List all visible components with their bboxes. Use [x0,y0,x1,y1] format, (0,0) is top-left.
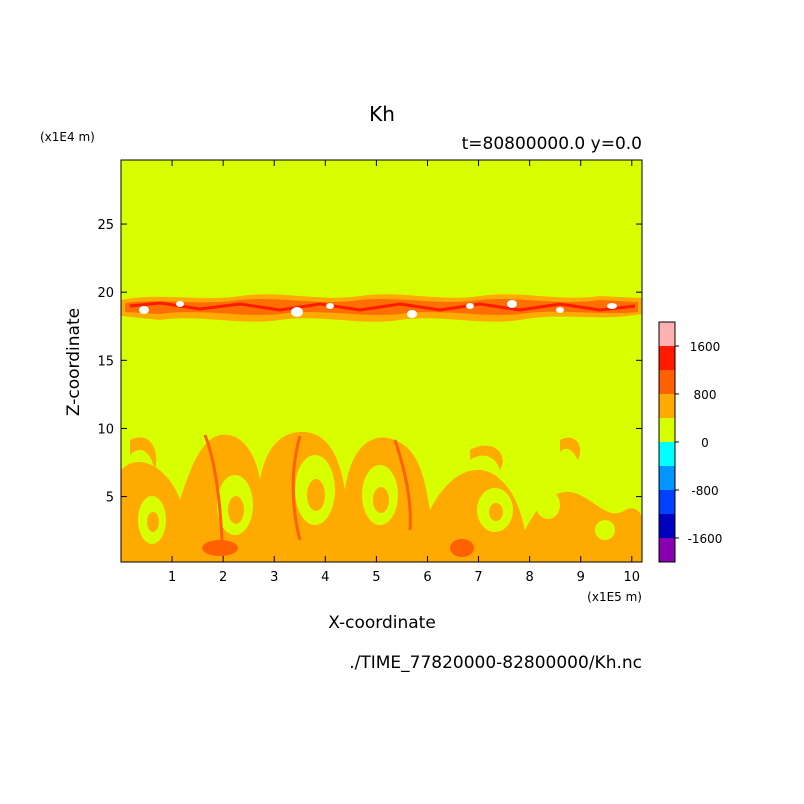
colorbar-swatch [659,466,675,490]
x-axis-label: X-coordinate [328,613,436,633]
colorbar-swatch [659,538,675,562]
colorbar-tick-label: 1600 [690,340,721,354]
y-unit-label: (x1E4 m) [40,130,95,144]
x-tick-label: 8 [525,570,533,585]
y-tick-label: 25 [97,218,114,233]
y-tick-label: 15 [97,354,114,369]
colorbar-tick-label: 800 [694,388,717,402]
x-unit-label: (x1E5 m) [587,590,642,604]
plot-frame [120,159,643,563]
colorbar-swatch [659,370,675,394]
colorbar-swatch [659,394,675,418]
source-file-label: ./TIME_77820000-82800000/Kh.nc [349,653,642,673]
colorbar-tick-label: -800 [691,484,718,498]
colorbar-swatch [659,418,675,442]
y-tick-label: 20 [97,286,114,301]
chart-subtitle: t=80800000.0 y=0.0 [462,134,642,154]
x-tick-label: 7 [474,570,482,585]
x-tick-label: 6 [423,570,431,585]
y-axis-label: Z-coordinate [64,308,84,416]
colorbar: 1600 800 0 -800 -1600 [658,321,723,563]
y-axis: 5 10 15 20 25 [97,218,642,506]
y-tick-label: 5 [106,491,114,506]
colorbar-swatch [659,442,675,466]
x-tick-label: 1 [168,570,176,585]
x-tick-label: 4 [321,570,329,585]
colorbar-tick-label: 0 [701,436,709,450]
colorbar-swatch [659,514,675,538]
x-tick-label: 9 [577,570,585,585]
y-tick-label: 10 [97,422,114,437]
lower-convective-layer [121,431,642,562]
x-axis: 1 2 3 4 5 6 7 8 9 10 [168,160,640,585]
x-tick-label: 3 [270,570,278,585]
colorbar-swatch [659,346,675,370]
x-tick-label: 10 [624,570,641,585]
plot-area [120,159,643,563]
colorbar-swatch [659,322,675,346]
colorbar-tick-label: -1600 [688,532,723,546]
upper-turbulent-layer [121,294,642,322]
x-tick-label: 2 [219,570,227,585]
chart-title: Kh [369,102,395,126]
colorbar-swatch [659,490,675,514]
x-tick-label: 5 [372,570,380,585]
